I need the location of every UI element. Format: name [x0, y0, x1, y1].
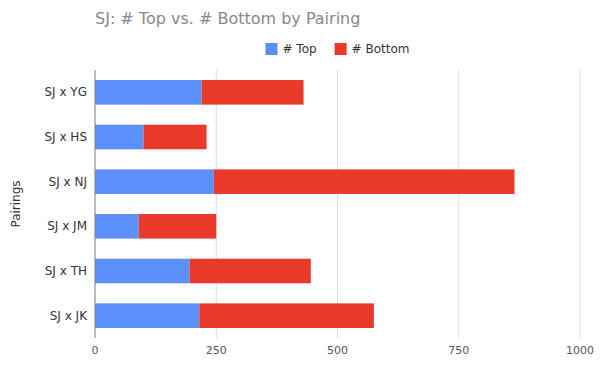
grid-line — [216, 70, 217, 338]
bars — [95, 80, 515, 328]
y-tick-label: SJ x TH — [45, 264, 87, 278]
bar — [139, 214, 217, 239]
grid-line — [95, 70, 96, 338]
legend-swatch — [335, 43, 347, 55]
y-tick-label: SJ x NJ — [49, 175, 87, 189]
bar — [199, 303, 374, 328]
x-tick-label: 0 — [92, 344, 99, 357]
y-tick-label: SJ x JM — [47, 219, 87, 233]
grid — [95, 70, 580, 338]
x-tick-label: 250 — [206, 344, 227, 357]
bar — [144, 125, 207, 150]
x-tick-label: 750 — [448, 344, 469, 357]
chart: 0 250 500 750 1000 SJ x YG SJ x HS SJ x NJ SJ x … — [0, 0, 600, 371]
y-tick-label: SJ x HS — [44, 130, 87, 144]
bar — [95, 214, 139, 239]
y-tick-label: SJ x YG — [44, 85, 87, 99]
y-tick-label: SJ x JK — [50, 309, 88, 323]
legend: # Top # Bottom — [265, 42, 409, 56]
bar — [95, 259, 190, 284]
legend-swatch — [265, 43, 277, 55]
bar — [95, 80, 202, 105]
grid-line — [337, 70, 338, 338]
grid-line — [458, 70, 459, 338]
x-tick-label: 1000 — [566, 344, 594, 357]
title: SJ: # Top vs. # Bottom by Pairing — [95, 9, 360, 28]
bar — [95, 169, 214, 194]
bar — [202, 80, 304, 105]
bar — [95, 125, 144, 150]
y-axis-label: Pairings — [9, 180, 23, 227]
y-axis-line — [95, 70, 96, 338]
legend-label: # Bottom — [352, 42, 410, 56]
bar — [190, 259, 311, 284]
bar — [95, 303, 199, 328]
legend-label: # Top — [282, 42, 316, 56]
grid-line — [580, 70, 581, 338]
x-tick-label: 500 — [327, 344, 348, 357]
bar — [214, 169, 515, 194]
